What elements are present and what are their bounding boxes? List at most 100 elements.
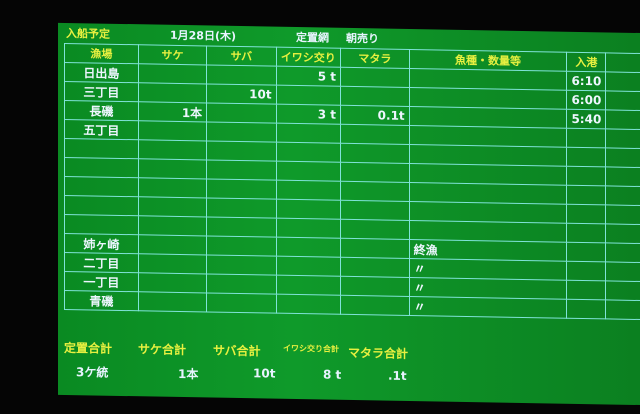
column-header: マタラ <box>340 48 410 69</box>
column-header: 入港 <box>566 52 606 72</box>
cell-time <box>566 223 606 243</box>
cell-sake <box>138 63 207 84</box>
cell-sake <box>138 234 207 255</box>
cell-sake <box>138 120 207 141</box>
cell-empty <box>605 242 640 263</box>
cell-matara <box>340 257 410 278</box>
cell-matara <box>340 276 410 297</box>
cell-empty <box>605 223 640 244</box>
cell-iwashi <box>276 294 341 315</box>
cell-sake <box>138 82 207 103</box>
cell-time <box>566 242 606 262</box>
cell-time <box>566 128 606 148</box>
cell-matara: 0.1t <box>340 105 410 126</box>
column-header: イワシ交り <box>276 47 341 68</box>
cell-time <box>566 166 606 186</box>
cell-note: 〃 <box>409 296 567 319</box>
cell-matara <box>340 238 410 259</box>
cell-matara <box>340 124 410 145</box>
cell-iwashi: 3 t <box>276 104 341 125</box>
cell-empty <box>605 185 640 206</box>
cell-saba <box>206 254 277 276</box>
column-header <box>605 52 640 73</box>
cell-matara <box>340 86 410 107</box>
cell-name: 長磯 <box>64 100 139 121</box>
cell-sake <box>138 253 207 274</box>
cell-iwashi <box>276 161 341 182</box>
fish-arrival-board: 入船予定 1月28日(木) 定置網 朝売り 漁場 サケ サバ イワシ交り マタラ 魚種・数… <box>58 22 640 406</box>
cell-empty <box>605 147 640 168</box>
cell-sake: 1本 <box>138 101 207 122</box>
cell-sake <box>138 177 207 198</box>
total-value: 3ケ統 <box>76 365 109 380</box>
total-value: .1t <box>388 368 407 383</box>
cell-name: 日出島 <box>64 62 139 83</box>
cell-time <box>566 261 606 281</box>
cell-empty <box>605 71 640 92</box>
cell-matara <box>340 162 410 183</box>
cell-time: 6:00 <box>566 90 606 110</box>
cell-name: 青磯 <box>64 290 139 311</box>
column-header: サバ <box>206 45 277 67</box>
cell-matara <box>340 181 410 202</box>
cell-saba <box>206 159 277 181</box>
column-header: サケ <box>138 44 207 65</box>
cell-time <box>566 185 606 205</box>
cell-matara <box>340 143 410 164</box>
cell-iwashi <box>276 85 341 106</box>
cell-sake <box>138 291 207 312</box>
cell-saba <box>206 292 277 314</box>
date: 1月28日(木) <box>170 28 237 43</box>
cell-time <box>566 204 606 224</box>
cell-sake <box>138 215 207 236</box>
cell-iwashi <box>276 123 341 144</box>
total-value: 1本 <box>178 366 199 382</box>
column-header: 漁場 <box>64 43 139 64</box>
cell-iwashi <box>276 218 341 239</box>
cell-time <box>566 147 606 167</box>
cell-saba <box>206 64 277 86</box>
cell-name: 姉ヶ崎 <box>64 233 139 254</box>
cell-empty <box>605 90 640 111</box>
cell-saba <box>206 121 277 143</box>
cell-name: 五丁目 <box>64 119 139 140</box>
cell-empty <box>605 204 640 225</box>
net-type: 定置網 <box>296 31 329 45</box>
cell-name: 二丁目 <box>64 252 139 273</box>
cell-saba <box>206 216 277 238</box>
cell-sake <box>138 158 207 179</box>
cell-iwashi <box>276 237 341 258</box>
cell-name <box>64 214 139 235</box>
cell-name: 一丁目 <box>64 271 139 292</box>
cell-iwashi <box>276 199 341 220</box>
cell-iwashi <box>276 256 341 277</box>
cell-empty <box>605 128 640 149</box>
cell-empty <box>605 166 640 187</box>
cell-iwashi <box>276 142 341 163</box>
total-label: サバ合計 <box>213 343 261 359</box>
cell-name <box>64 157 139 178</box>
cell-empty <box>605 280 640 301</box>
total-label: マタラ合計 <box>348 345 409 361</box>
cell-sake <box>138 272 207 293</box>
board-label: 入船予定 <box>66 26 110 41</box>
cell-time: 6:10 <box>566 71 606 91</box>
cell-saba <box>206 178 277 200</box>
cell-time <box>566 299 606 319</box>
total-label: サケ合計 <box>138 342 187 358</box>
cell-time <box>566 280 606 300</box>
cell-saba <box>206 235 277 257</box>
arrival-table: 漁場 サケ サバ イワシ交り マタラ 魚種・数量等 入港 日出島 5 t 6:10 三丁目 10t 6… <box>64 43 640 320</box>
cell-name <box>64 176 139 197</box>
cell-name: 三丁目 <box>64 81 139 102</box>
cell-sake <box>138 196 207 217</box>
cell-time: 5:40 <box>566 109 606 129</box>
cell-empty <box>605 109 640 130</box>
cell-matara <box>340 295 410 316</box>
cell-saba <box>206 197 277 219</box>
cell-matara <box>340 67 410 88</box>
total-label: イワシ交り合計 <box>283 343 339 354</box>
cell-iwashi: 5 t <box>276 66 341 87</box>
cell-sake <box>138 139 207 160</box>
cell-saba: 10t <box>206 83 277 105</box>
